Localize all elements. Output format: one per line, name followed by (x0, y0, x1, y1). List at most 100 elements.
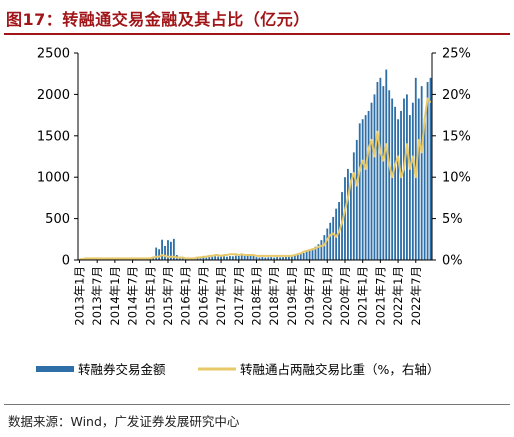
bar (293, 255, 296, 260)
y-left-tick-label: 500 (45, 212, 70, 227)
bar (299, 253, 302, 260)
bar (382, 86, 385, 261)
bar (323, 235, 326, 260)
bar (279, 257, 281, 260)
x-tick-label: 2017年1月 (214, 266, 228, 326)
bar (349, 173, 352, 260)
bar (196, 258, 199, 260)
bar (370, 102, 373, 261)
bar (420, 86, 423, 261)
bar (231, 256, 234, 260)
bar (332, 216, 335, 260)
bar (243, 255, 246, 260)
bar (305, 250, 308, 260)
x-tick-label: 2013年7月 (90, 266, 104, 326)
bar (276, 257, 279, 260)
bar (397, 119, 399, 261)
y-left-tick-label: 1000 (37, 171, 70, 186)
bar (273, 257, 276, 260)
bar (240, 255, 243, 260)
y-left-tick-label: 0 (62, 254, 70, 269)
x-tick-label: 2019年1月 (285, 266, 299, 326)
legend-bar-label: 转融券交易金额 (78, 362, 166, 377)
bar (158, 249, 161, 260)
ratio-line (79, 97, 432, 261)
bar (282, 257, 284, 260)
bar (388, 90, 391, 260)
bar (181, 257, 184, 260)
bar (258, 257, 261, 260)
bar (208, 257, 211, 260)
bar (255, 257, 258, 260)
bar (211, 256, 214, 260)
y-left-tick-label: 1500 (37, 129, 70, 144)
x-tick-label: 2017年7月 (232, 266, 246, 326)
bar (261, 257, 264, 260)
x-tick-label: 2016年1月 (179, 266, 193, 326)
line-series (79, 97, 432, 261)
bar (270, 257, 273, 260)
bar (237, 256, 240, 260)
legend: 转融券交易金额 转融通占两融交易比重（%，右轴） (36, 362, 439, 377)
bar (352, 152, 355, 260)
bar (400, 110, 402, 261)
bar (385, 69, 388, 260)
bar (170, 241, 172, 260)
bar (288, 256, 290, 260)
bar (296, 254, 299, 260)
bar (320, 240, 323, 260)
bar (202, 257, 205, 260)
title-divider (4, 33, 510, 35)
bar (234, 255, 237, 260)
bar (246, 255, 249, 260)
bar (329, 222, 332, 260)
bar (205, 257, 208, 260)
y-right-tick-label: 20% (442, 88, 471, 103)
x-tick-label: 2014年7月 (126, 266, 140, 326)
bar (391, 98, 394, 260)
y-right-tick-label: 25% (442, 47, 471, 62)
bar (314, 246, 317, 260)
y-axis-left: 0 500 1000 1500 2000 2500 (37, 47, 78, 269)
axes (77, 53, 433, 261)
bar (220, 256, 222, 260)
x-tick-label: 2021年1月 (356, 266, 370, 326)
x-tick-label: 2013年1月 (72, 266, 86, 326)
bar (217, 256, 220, 260)
bar (226, 256, 228, 260)
x-tick-label: 2015年1月 (143, 266, 157, 326)
bar (373, 94, 376, 261)
legend-line-label: 转融通占两融交易比重（%，右轴） (240, 362, 439, 377)
y-right-tick-label: 5% (442, 212, 463, 227)
bar (347, 168, 349, 260)
bar (344, 177, 346, 260)
bar (311, 248, 314, 260)
bar (167, 240, 169, 260)
bar (361, 119, 364, 261)
source-note: 数据来源：Wind，广发证券发展研究中心 (8, 414, 240, 429)
x-tick-label: 2019年7月 (303, 266, 317, 326)
bar (408, 115, 411, 260)
bar (249, 256, 252, 260)
y-right-tick-label: 0% (442, 254, 463, 269)
bar (411, 102, 414, 261)
x-tick-label: 2014年1月 (108, 266, 122, 326)
legend-bar-swatch (36, 366, 74, 372)
x-tick-label: 2018年7月 (267, 266, 281, 326)
x-tick-label: 2015年7月 (161, 266, 175, 326)
bar (364, 115, 367, 260)
y-right-tick-label: 10% (442, 171, 471, 186)
bar (290, 256, 293, 260)
bar (155, 247, 158, 260)
x-tick-label: 2020年1月 (320, 266, 334, 326)
bar (223, 256, 225, 260)
bar (172, 238, 175, 260)
bar (302, 252, 305, 260)
bar (358, 123, 361, 260)
x-axis-labels: 2013年1月 2013年7月 2014年1月 2014年7月 2015年1月 2015年… (72, 260, 423, 326)
x-tick-label: 2021年7月 (373, 266, 387, 326)
bar (406, 94, 408, 261)
bar (252, 255, 255, 260)
bar (367, 110, 370, 261)
